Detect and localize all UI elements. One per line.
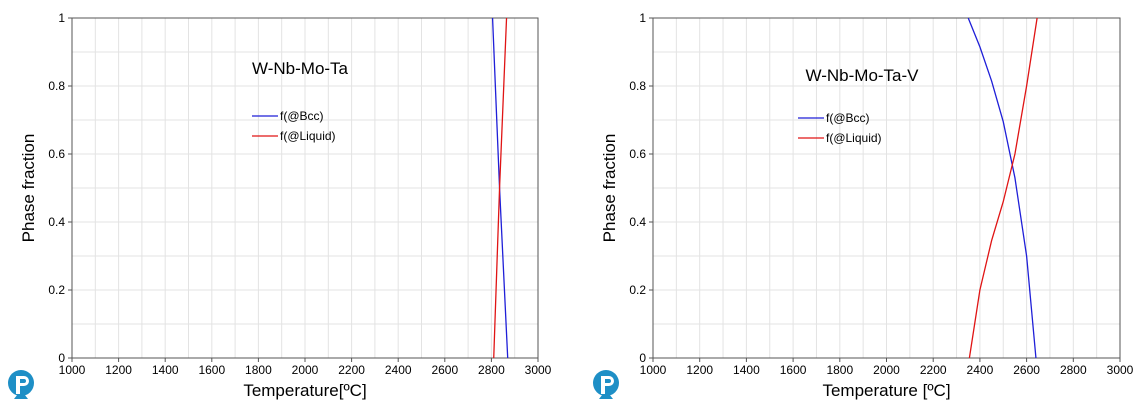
x-tick-label: 2800 (478, 363, 505, 377)
legend-label: f(@Bcc) (280, 109, 324, 123)
chart-w-nb-mo-ta-v: 1000 1200 1400 1600 1800 2000 2200 2400 2600 2800… (600, 11, 1133, 400)
x-tick-label: 2600 (431, 363, 458, 377)
y-tick-label: 0.8 (48, 79, 65, 93)
x-tick-label: 1400 (733, 363, 760, 377)
y-tick-label: 0.2 (629, 283, 646, 297)
x-tick-label: 2200 (338, 363, 365, 377)
x-tick-label: 1600 (780, 363, 807, 377)
x-tick-label: 1200 (105, 363, 132, 377)
legend: f(@Bcc) f(@Liquid) (252, 109, 336, 143)
x-tick-label: 1200 (686, 363, 713, 377)
chart-title: W-Nb-Mo-Ta-V (805, 66, 919, 85)
x-tick-label: 1400 (152, 363, 179, 377)
series-line-liquid (968, 17, 1038, 359)
legend-label: f(@Bcc) (826, 111, 870, 125)
chart-title: W-Nb-Mo-Ta (252, 59, 349, 78)
legend-label: f(@Liquid) (280, 129, 336, 143)
legend-label: f(@Liquid) (826, 131, 882, 145)
x-axis-label: Temperature [ºC] (822, 381, 950, 400)
y-tick-label: 0.6 (48, 147, 65, 161)
y-tick-label: 1 (58, 11, 65, 25)
x-tick-label: 2800 (1060, 363, 1087, 377)
series-line-liquid (493, 17, 508, 359)
x-tick-label: 1000 (640, 363, 667, 377)
chart-panel-right: 1000 1200 1400 1600 1800 2000 2200 2400 2600 2800… (575, 0, 1133, 402)
logo-icon (589, 368, 623, 407)
y-tick-label: 1 (639, 11, 646, 25)
logo-icon (4, 368, 38, 407)
y-tick-label: 0 (58, 351, 65, 365)
chart-w-nb-mo-ta: 1000 1200 1400 1600 1800 2000 2200 2400 2600 2800… (19, 11, 552, 400)
x-tick-label: 1000 (59, 363, 86, 377)
x-tick-label: 2000 (873, 363, 900, 377)
x-tick-label: 1800 (245, 363, 272, 377)
y-tick-label: 0.2 (48, 283, 65, 297)
y-tick-label: 0.6 (629, 147, 646, 161)
grid (71, 17, 539, 359)
y-tick-label: 0.8 (629, 79, 646, 93)
y-tick-label: 0 (639, 351, 646, 365)
y-axis-label: Phase fraction (19, 134, 38, 243)
y-axis-label: Phase fraction (600, 134, 619, 243)
y-tick-label: 0.4 (48, 215, 65, 229)
series-line-bcc (967, 17, 1037, 359)
x-tick-label: 3000 (1107, 363, 1133, 377)
x-tick-label: 2400 (385, 363, 412, 377)
x-tick-label: 3000 (525, 363, 552, 377)
x-tick-label: 1600 (198, 363, 225, 377)
x-tick-label: 1800 (826, 363, 853, 377)
x-tick-label: 2400 (967, 363, 994, 377)
x-tick-label: 2600 (1013, 363, 1040, 377)
x-axis-label: Temperature[ºC] (243, 381, 366, 400)
x-tick-label: 2200 (920, 363, 947, 377)
legend: f(@Bcc) f(@Liquid) (798, 111, 882, 145)
y-tick-label: 0.4 (629, 215, 646, 229)
chart-panel-left: 1000 1200 1400 1600 1800 2000 2200 2400 2600 2800… (0, 0, 560, 402)
x-tick-label: 2000 (292, 363, 319, 377)
